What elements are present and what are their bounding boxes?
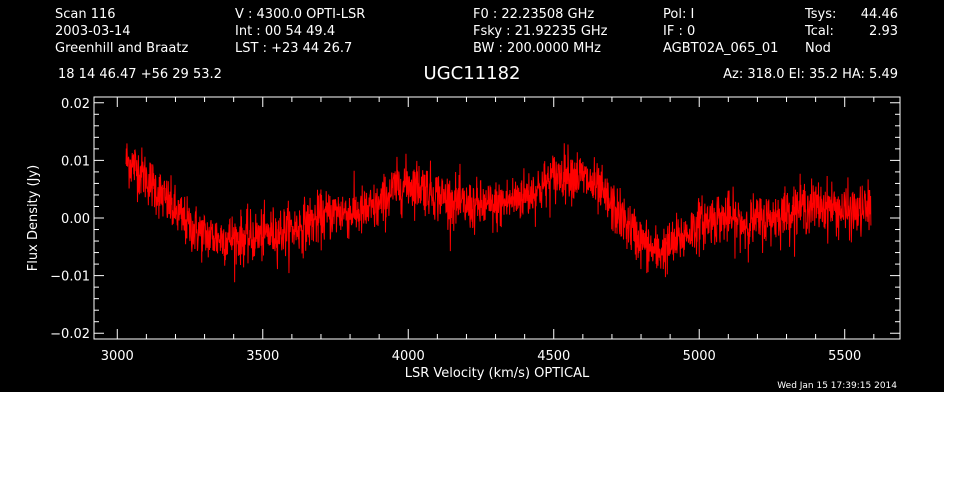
y-tick-label: 0.00 — [61, 212, 90, 227]
y-tick-label: 0.02 — [61, 97, 90, 112]
plot-frame — [93, 96, 901, 340]
plot-panel: Scan 116 2003-03-14 Greenhill and Braatz… — [0, 0, 944, 392]
header-col1: Scan 116 2003-03-14 Greenhill and Braatz — [55, 7, 188, 56]
y-tick-label: −0.02 — [50, 327, 90, 342]
y-tick-labels: −0.02 −0.01 0.00 0.01 0.02 — [50, 97, 90, 342]
date-label: 2003-03-14 — [55, 24, 131, 39]
tcal-label: Tcal: — [804, 24, 834, 39]
y-axis-label: Flux Density (Jy) — [26, 165, 41, 271]
coordinates-label: 18 14 46.47 +56 29 53.2 — [58, 67, 222, 82]
timestamp: Wed Jan 15 17:39:15 2014 — [777, 381, 897, 391]
x-tick-labels: 3000 3500 4000 4500 5000 5500 — [101, 349, 862, 364]
object-name: UGC11182 — [424, 63, 521, 84]
x-tick-label: 5000 — [683, 349, 716, 364]
f0-label: F0 : 22.23508 GHz — [473, 7, 594, 22]
header-col4: Pol: I IF : 0 AGBT02A_065_01 — [663, 7, 778, 56]
integration-label: Int : 00 54 49.4 — [235, 24, 335, 39]
tcal-value: 2.93 — [869, 24, 898, 39]
scan-label: Scan 116 — [55, 7, 116, 22]
header-col5: Tsys: Tcal: Nod — [804, 7, 836, 56]
y-tick-label: −0.01 — [50, 270, 90, 285]
series-line-spectrum — [125, 143, 872, 283]
x-tick-label: 5500 — [828, 349, 861, 364]
y-tick-label: 0.01 — [61, 154, 90, 169]
if-label: IF : 0 — [663, 24, 695, 39]
tsys-label: Tsys: — [804, 7, 836, 22]
header-col3: F0 : 22.23508 GHz Fsky : 21.92235 GHz BW… — [473, 7, 608, 56]
pol-label: Pol: I — [663, 7, 694, 22]
x-axis-label: LSR Velocity (km/s) OPTICAL — [405, 366, 590, 381]
x-tick-label: 4500 — [537, 349, 570, 364]
x-tick-label: 3000 — [101, 349, 134, 364]
header-col6: 44.46 2.93 — [861, 7, 898, 39]
velocity-label: V : 4300.0 OPTI-LSR — [235, 7, 365, 22]
spectrum-chart: Scan 116 2003-03-14 Greenhill and Braatz… — [26, 7, 901, 391]
fsky-label: Fsky : 21.92235 GHz — [473, 24, 608, 39]
nod-label: Nod — [805, 41, 831, 56]
header-col2: V : 4300.0 OPTI-LSR Int : 00 54 49.4 LST… — [235, 7, 365, 56]
axis-ticks — [94, 97, 900, 339]
x-tick-label: 3500 — [246, 349, 279, 364]
az-el-ha-label: Az: 318.0 El: 35.2 HA: 5.49 — [723, 67, 898, 82]
project-label: AGBT02A_065_01 — [663, 41, 778, 56]
tsys-value: 44.46 — [861, 7, 898, 22]
x-tick-label: 4000 — [392, 349, 425, 364]
bandwidth-label: BW : 200.0000 MHz — [473, 41, 601, 56]
observer-label: Greenhill and Braatz — [55, 41, 188, 56]
lst-label: LST : +23 44 26.7 — [235, 41, 352, 56]
